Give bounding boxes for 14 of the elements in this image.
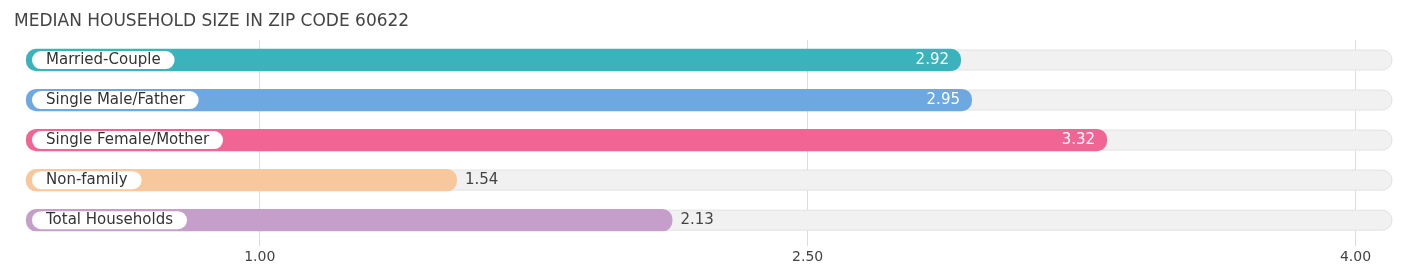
y-tick-label: Non-family: [46, 170, 128, 189]
y-tick-label: Married-Couple: [46, 49, 161, 68]
y-tick-label: Total Households: [45, 210, 174, 229]
y-tick-label: Single Male/Father: [46, 89, 186, 108]
data-label: 2.92: [915, 49, 950, 68]
x-tick-label: 2.50: [792, 248, 824, 265]
data-label: 3.32: [1061, 129, 1096, 148]
x-tick-label: 1.00: [244, 248, 276, 265]
data-label: 2.95: [926, 89, 960, 108]
y-tick-label: Single Female/Mother: [46, 129, 210, 148]
data-label: 1.54: [464, 170, 499, 189]
data-label: 2.13: [680, 210, 714, 229]
x-tick-label: 4.00: [1339, 248, 1372, 265]
chart-title: MEDIAN HOUSEHOLD SIZE IN ZIP CODE 60622: [14, 10, 410, 30]
